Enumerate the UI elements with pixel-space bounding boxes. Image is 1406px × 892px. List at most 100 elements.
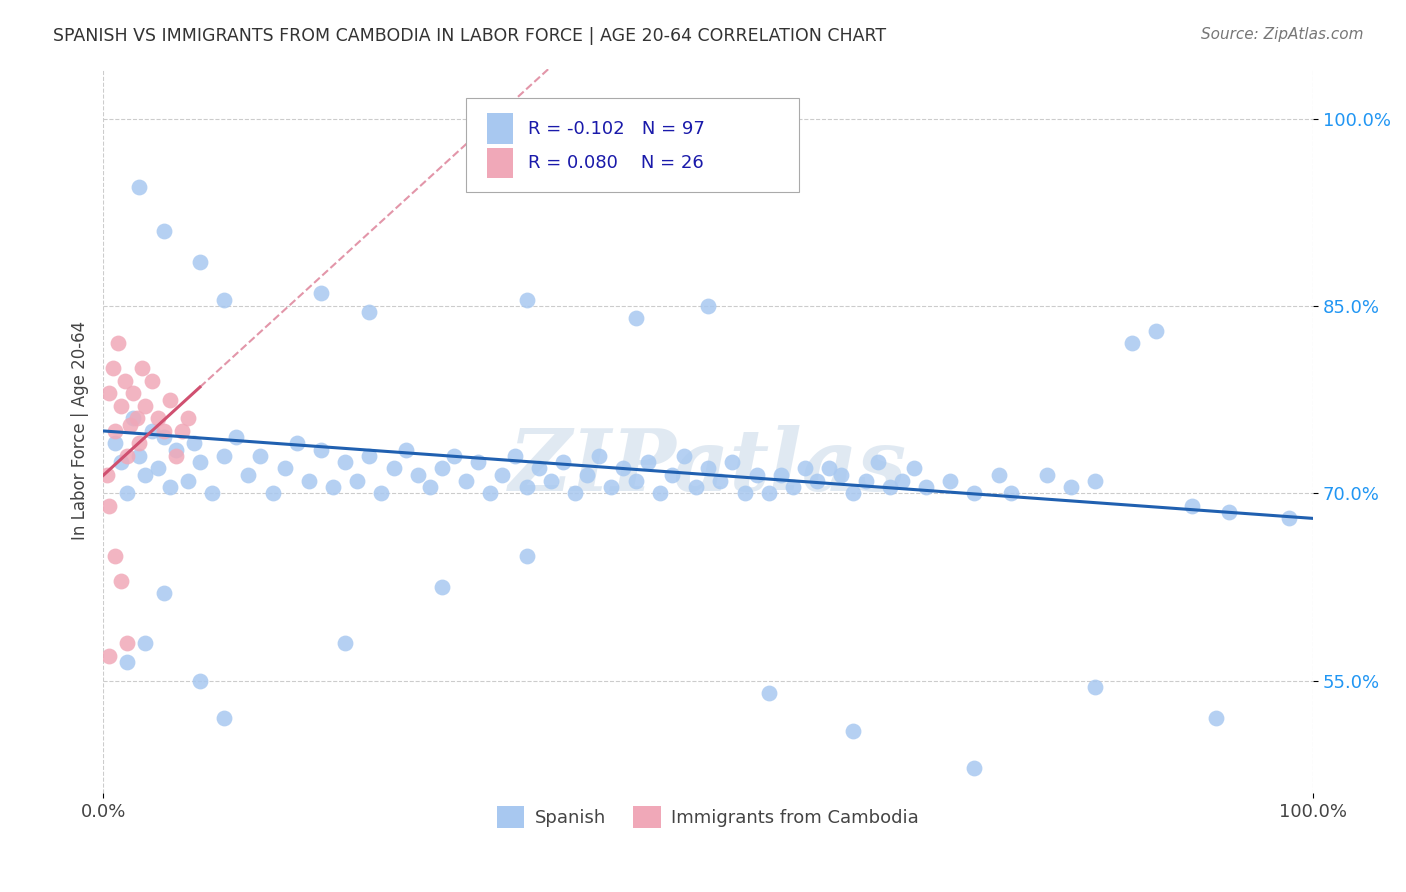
Point — [346, 474, 368, 488]
Text: R = -0.102   N = 97: R = -0.102 N = 97 — [527, 120, 704, 137]
Point — [866, 455, 889, 469]
Point — [1084, 474, 1107, 488]
Point — [758, 486, 780, 500]
Point — [818, 461, 841, 475]
Point — [564, 486, 586, 500]
Point — [503, 449, 526, 463]
Point — [734, 486, 756, 500]
Point — [212, 293, 235, 307]
Point — [624, 474, 647, 488]
Point — [170, 424, 193, 438]
Point — [110, 399, 132, 413]
Point — [1060, 480, 1083, 494]
Point — [806, 474, 828, 488]
Point — [1121, 336, 1143, 351]
Point — [262, 486, 284, 500]
Point — [212, 449, 235, 463]
Point — [359, 449, 381, 463]
Point — [963, 486, 986, 500]
Point — [134, 399, 156, 413]
Point — [134, 636, 156, 650]
Point — [188, 255, 211, 269]
Point — [939, 474, 962, 488]
Bar — [486, 147, 513, 178]
Point — [159, 392, 181, 407]
Point — [122, 386, 145, 401]
Point — [830, 467, 852, 482]
Point — [128, 436, 150, 450]
Point — [322, 480, 344, 494]
Point — [758, 686, 780, 700]
Point — [697, 299, 720, 313]
Point — [225, 430, 247, 444]
Point — [128, 449, 150, 463]
Point — [107, 336, 129, 351]
Point — [96, 467, 118, 482]
Point — [1278, 511, 1301, 525]
Point — [516, 293, 538, 307]
Point — [600, 480, 623, 494]
Point — [419, 480, 441, 494]
Point — [152, 224, 174, 238]
Point — [1144, 324, 1167, 338]
Point — [527, 461, 550, 475]
Point — [104, 436, 127, 450]
Point — [201, 486, 224, 500]
Point — [516, 549, 538, 563]
Text: Source: ZipAtlas.com: Source: ZipAtlas.com — [1201, 27, 1364, 42]
Point — [333, 455, 356, 469]
Point — [212, 711, 235, 725]
Point — [782, 480, 804, 494]
Point — [456, 474, 478, 488]
Point — [443, 449, 465, 463]
Point — [249, 449, 271, 463]
Point — [637, 455, 659, 469]
Point — [141, 374, 163, 388]
Point — [769, 467, 792, 482]
Point — [551, 455, 574, 469]
Point — [1205, 711, 1227, 725]
Point — [697, 461, 720, 475]
Point — [395, 442, 418, 457]
Point — [131, 361, 153, 376]
Legend: Spanish, Immigrants from Cambodia: Spanish, Immigrants from Cambodia — [491, 798, 927, 835]
Point — [842, 486, 865, 500]
Point — [285, 436, 308, 450]
Point — [612, 461, 634, 475]
Point — [516, 480, 538, 494]
Point — [309, 442, 332, 457]
Point — [98, 499, 121, 513]
Text: R = 0.080    N = 26: R = 0.080 N = 26 — [527, 153, 703, 172]
Point — [430, 580, 453, 594]
Point — [842, 723, 865, 738]
Text: ZIPatlas: ZIPatlas — [509, 425, 907, 509]
Point — [188, 455, 211, 469]
Point — [183, 436, 205, 450]
Point — [273, 461, 295, 475]
Point — [141, 424, 163, 438]
Point — [1084, 680, 1107, 694]
Point — [98, 648, 121, 663]
Point — [576, 467, 599, 482]
Point — [915, 480, 938, 494]
Point — [624, 311, 647, 326]
Point — [165, 442, 187, 457]
Point — [359, 305, 381, 319]
Point — [879, 480, 901, 494]
Point — [146, 461, 169, 475]
Point — [467, 455, 489, 469]
Point — [159, 480, 181, 494]
Point — [110, 574, 132, 588]
Point — [540, 474, 562, 488]
Point — [98, 386, 121, 401]
Point — [110, 455, 132, 469]
Point — [648, 486, 671, 500]
Point — [370, 486, 392, 500]
Point — [491, 467, 513, 482]
Point — [672, 449, 695, 463]
Point — [118, 417, 141, 432]
Point — [333, 636, 356, 650]
Point — [152, 424, 174, 438]
Point — [745, 467, 768, 482]
Point — [890, 474, 912, 488]
